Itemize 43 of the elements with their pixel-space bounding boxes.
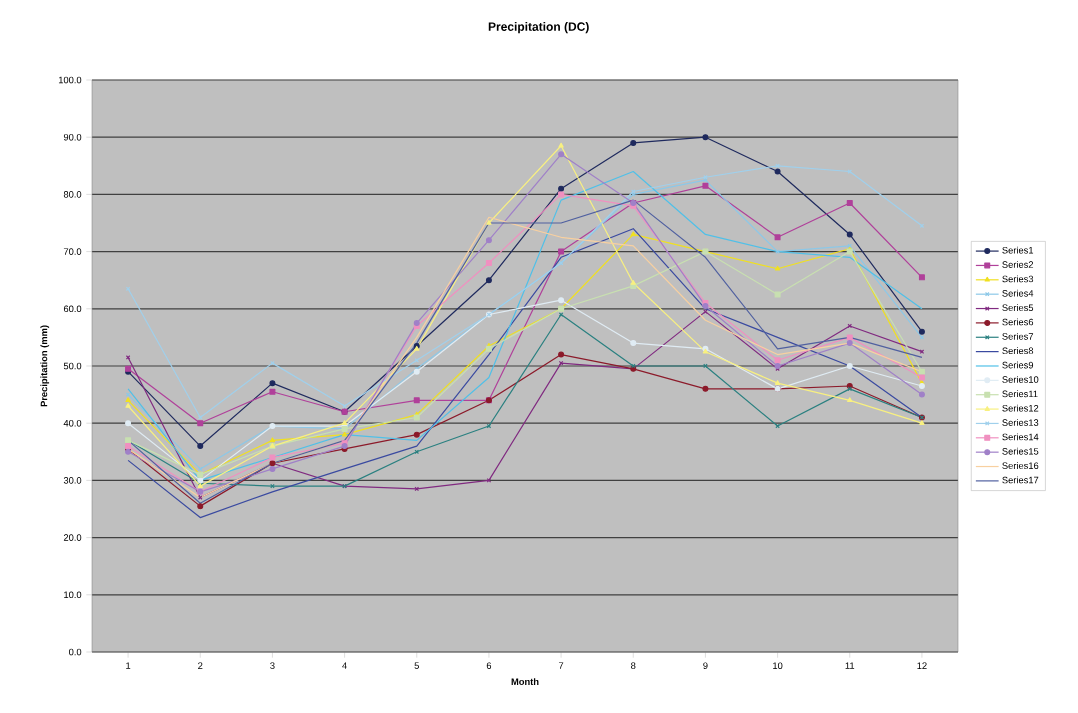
x-tick-label: 7	[558, 662, 564, 669]
legend-label: Series11	[1002, 390, 1038, 398]
y-tick-label: 100.0	[58, 76, 82, 84]
legend-label: Series8	[1002, 347, 1034, 355]
x-tick-label: 6	[486, 662, 492, 669]
legend-label: Series1	[1002, 246, 1034, 254]
legend-label: Series3	[1002, 275, 1034, 283]
y-tick-label: 80.0	[63, 191, 82, 198]
y-tick-label: 10.0	[64, 591, 82, 599]
x-tick-label: 11	[845, 662, 855, 669]
legend-label: Series17	[1002, 476, 1039, 484]
y-tick-label: 90.0	[63, 133, 82, 141]
y-tick-label: 0.0	[68, 648, 82, 656]
legend-label: Series9	[1002, 361, 1034, 369]
legend-label: Series5	[1002, 304, 1034, 311]
legend-label: Series14	[1002, 433, 1039, 441]
x-tick-label: 4	[342, 662, 347, 669]
legend-label: Series15	[1002, 447, 1039, 455]
legend-label: Series13	[1002, 419, 1039, 426]
legend-label: Series6	[1002, 318, 1034, 326]
legend-label: Series10	[1002, 375, 1039, 383]
y-tick-label: 20.0	[63, 534, 82, 541]
y-axis-title: Precipitation (mm)	[40, 325, 50, 407]
legend-label: Series7	[1002, 332, 1034, 340]
x-tick-label: 1	[126, 662, 131, 669]
y-tick-label: 50.0	[63, 362, 82, 370]
x-tick-label: 10	[773, 662, 783, 669]
chart-title: Precipitation (DC)	[488, 22, 589, 34]
y-tick-label: 40.0	[63, 419, 82, 427]
x-tick-label: 8	[631, 662, 636, 669]
legend-label: Series12	[1002, 404, 1039, 412]
y-tick-label: 60.0	[63, 305, 82, 313]
x-tick-label: 12	[917, 662, 927, 669]
y-tick-label: 70.0	[63, 248, 82, 255]
x-tick-label: 3	[270, 662, 275, 669]
x-tick-label: 5	[414, 662, 419, 669]
x-axis-title: Month	[511, 678, 539, 685]
legend-label: Series16	[1002, 462, 1039, 469]
x-tick-label: 2	[198, 662, 203, 669]
legend-label: Series2	[1002, 261, 1034, 268]
x-tick-label: 9	[703, 662, 708, 669]
legend-label: Series4	[1002, 289, 1034, 297]
y-tick-label: 30.0	[63, 477, 82, 484]
